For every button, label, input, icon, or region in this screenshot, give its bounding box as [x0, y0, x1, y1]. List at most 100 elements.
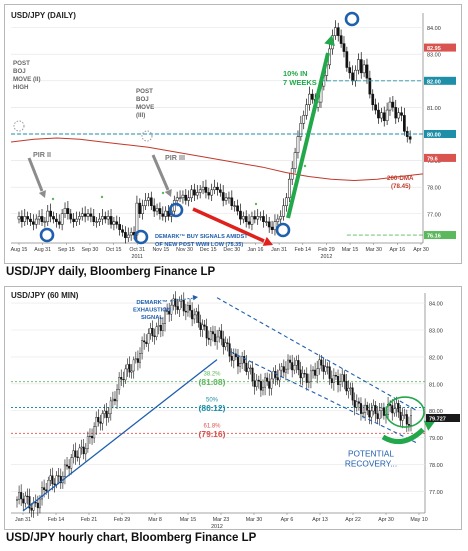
fib-level-value: (80.12)	[199, 403, 226, 413]
candle	[334, 27, 337, 36]
x-year-label: 2012	[321, 254, 333, 260]
candle	[241, 216, 245, 220]
candle	[193, 314, 196, 320]
candle	[72, 450, 75, 458]
candle	[332, 375, 335, 383]
x-year-label: 2012	[211, 524, 223, 529]
candle	[297, 360, 300, 371]
x-tick-label: Apr 22	[345, 517, 361, 523]
x-tick-label: Dec 15	[200, 247, 217, 253]
candle	[78, 216, 81, 220]
candle	[47, 480, 50, 492]
candle	[221, 192, 225, 201]
candle	[141, 205, 145, 215]
candle	[259, 216, 262, 218]
candle	[295, 360, 298, 366]
candle	[20, 492, 23, 500]
daily-caption: USD/JPY daily, Bloomberg Finance LP	[6, 266, 216, 278]
candle	[113, 398, 116, 402]
candle	[132, 359, 135, 372]
annotation-recovery: RECOVERY...	[345, 458, 397, 468]
candle	[267, 221, 271, 228]
candle	[184, 310, 187, 313]
candle	[52, 216, 55, 220]
candle	[26, 216, 29, 220]
candle	[203, 324, 206, 327]
candle	[17, 216, 21, 220]
candle	[124, 232, 127, 238]
candle	[291, 362, 294, 371]
candle	[299, 123, 303, 137]
candle	[293, 365, 296, 371]
candle	[105, 410, 108, 418]
candle	[23, 216, 27, 222]
candle	[86, 436, 89, 449]
candle	[107, 413, 110, 418]
candle	[43, 487, 46, 490]
candle	[175, 197, 179, 201]
candle	[49, 210, 52, 217]
x-tick-label: Apr 16	[390, 247, 406, 253]
candle	[126, 364, 129, 370]
signal-circle	[168, 202, 184, 218]
y-tick-label: 84.00	[429, 302, 443, 308]
candle	[134, 358, 137, 361]
candle	[372, 405, 375, 412]
candle	[253, 380, 256, 387]
x-tick-label: Dec 30	[223, 247, 240, 253]
candle	[276, 377, 279, 381]
candle	[376, 413, 379, 419]
candle	[182, 300, 185, 312]
candle	[354, 69, 357, 82]
candle	[57, 475, 60, 477]
annotation-gain: 10% IN	[283, 69, 308, 78]
ma-label: 200-DMA	[387, 175, 414, 182]
candle	[22, 498, 25, 504]
price-tag-label: 82.95	[427, 46, 441, 52]
candle	[368, 410, 371, 418]
signal-circle	[39, 227, 55, 243]
hourly-caption: USD/JPY hourly chart, Bloomberg Finance …	[6, 532, 257, 544]
candle	[101, 216, 104, 220]
ma-value: (78.45)	[391, 183, 411, 190]
candle	[147, 333, 150, 344]
candle	[214, 333, 217, 342]
candle	[172, 298, 175, 306]
candle	[191, 310, 194, 320]
candle	[255, 379, 258, 387]
candle	[153, 335, 156, 337]
fib-level-value: (79.16)	[199, 429, 226, 439]
annotation-demark: OF NEW POST WWII LOW (75.35)	[155, 242, 243, 248]
rally-arrow	[286, 52, 330, 219]
candle	[74, 450, 77, 458]
candle	[339, 381, 342, 385]
candle	[234, 353, 237, 358]
candle	[302, 115, 306, 124]
annotation-boj2: BOJ	[13, 68, 26, 75]
candle	[149, 328, 152, 334]
candle	[20, 216, 24, 222]
candle	[41, 487, 44, 500]
candle	[75, 218, 78, 222]
x-tick-label: Feb 21	[81, 517, 98, 523]
candle	[347, 388, 350, 392]
candle	[341, 374, 344, 382]
candle	[245, 362, 248, 372]
candle	[143, 340, 146, 343]
candle	[218, 189, 222, 193]
x-tick-label: Aug 15	[11, 247, 28, 253]
candle	[278, 369, 281, 381]
candle	[60, 213, 64, 225]
candle	[220, 330, 223, 340]
candle	[318, 359, 321, 370]
candle	[244, 216, 248, 222]
candle	[377, 109, 380, 119]
candle	[342, 43, 346, 52]
candle	[124, 368, 127, 381]
candle	[374, 405, 377, 414]
x-tick-label: Apr 30	[413, 247, 429, 253]
annotation-pir3: PIR III	[165, 153, 185, 162]
annotation-recovery: POTENTIAL	[348, 448, 394, 458]
pir3-arrow	[151, 154, 170, 191]
candle	[28, 496, 31, 509]
